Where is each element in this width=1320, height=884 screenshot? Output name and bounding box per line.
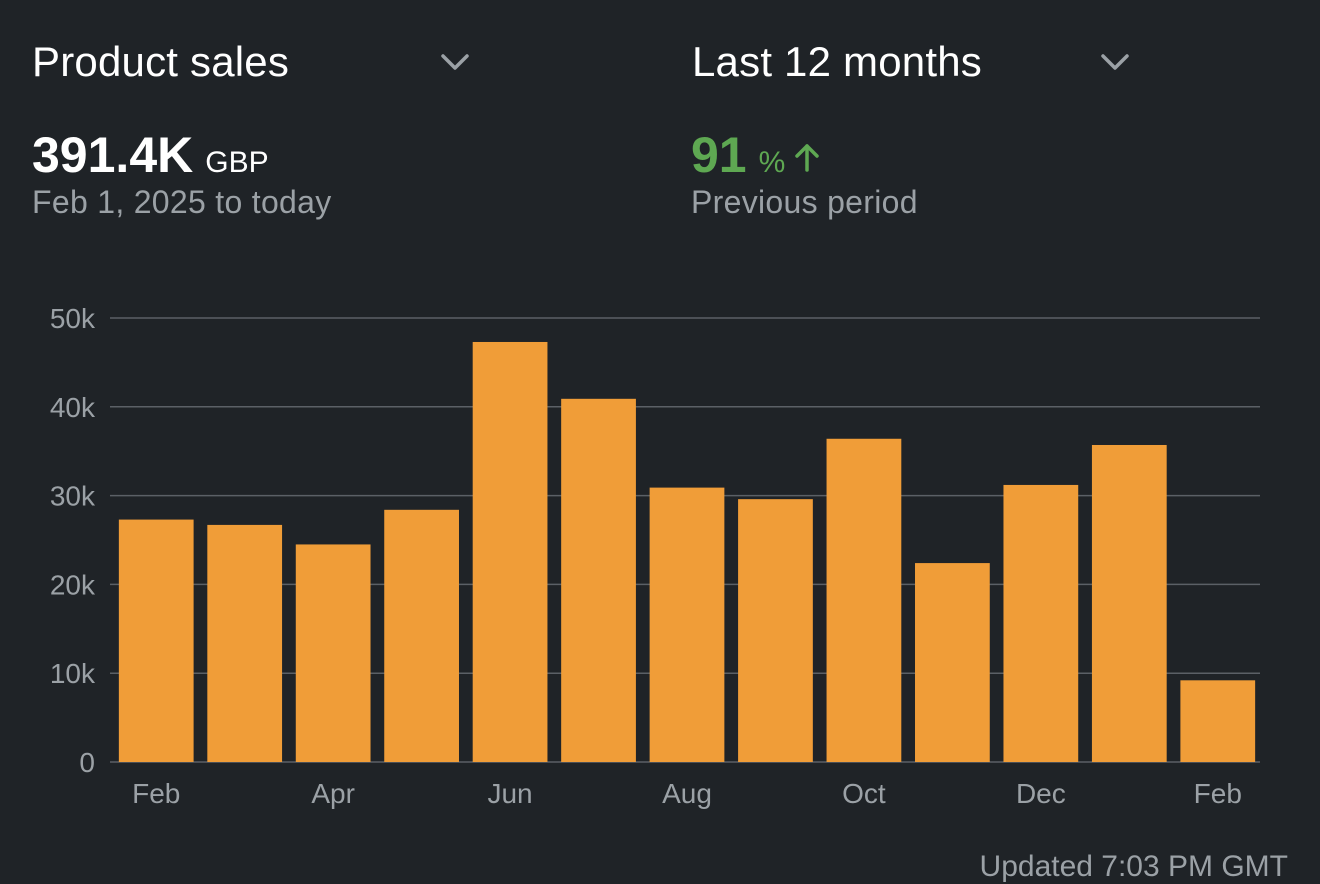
change-value: 91 — [691, 127, 747, 183]
chevron-down-icon[interactable] — [1098, 45, 1132, 79]
metric-selector-label: Product sales — [32, 38, 290, 85]
total-sales-value: 391.4K — [32, 127, 194, 183]
bar-jun-4[interactable] — [472, 341, 548, 762]
x-tick-label: Aug — [662, 778, 712, 809]
chevron-down-icon[interactable] — [438, 45, 472, 79]
currency-unit: GBP — [205, 146, 269, 179]
x-tick-label: Apr — [311, 778, 355, 809]
y-tick-label: 0 — [79, 747, 95, 778]
bar-feb-12[interactable] — [1180, 680, 1256, 762]
bar-dec-10[interactable] — [1003, 484, 1079, 762]
y-tick-label: 20k — [50, 569, 96, 600]
sales-bar-chart: 0 10k 20k 30k 40k 50k Feb Apr Jun Aug Oct Dec Feb — [50, 303, 1260, 809]
previous-period-label: Previous period — [691, 184, 918, 220]
x-tick-label: Jun — [487, 778, 532, 809]
arrow-up-icon — [795, 144, 820, 172]
total-sales-kpi: 391.4K GBP — [32, 126, 269, 184]
change-percent-sign: % — [758, 146, 786, 179]
bar-nov-9[interactable] — [915, 563, 990, 762]
y-tick-label: 10k — [50, 658, 96, 689]
date-range-text: Feb 1, 2025 to today — [32, 184, 332, 220]
bar-apr-2[interactable] — [295, 544, 371, 762]
updated-timestamp: Updated 7:03 PM GMT — [979, 850, 1288, 883]
metric-selector[interactable]: Product sales — [32, 36, 472, 88]
x-tick-label: Dec — [1016, 778, 1066, 809]
x-tick-label: Oct — [842, 778, 886, 809]
y-tick-label: 50k — [50, 303, 96, 334]
bar-jan-11[interactable] — [1091, 444, 1167, 762]
bar-may-3[interactable] — [384, 509, 459, 762]
bar-mar-1[interactable] — [207, 524, 283, 762]
y-tick-label: 30k — [50, 481, 96, 512]
bar-aug-6[interactable] — [649, 487, 725, 762]
period-selector[interactable]: Last 12 months — [692, 36, 1132, 88]
change-kpi: 91 % — [691, 126, 823, 184]
x-tick-label: Feb — [132, 778, 180, 809]
period-selector-label: Last 12 months — [692, 38, 982, 85]
x-tick-label: Feb — [1194, 778, 1242, 809]
bar-sep-7[interactable] — [738, 499, 813, 762]
bar-oct-8[interactable] — [826, 438, 902, 762]
y-tick-label: 40k — [50, 392, 96, 423]
bar-jul-5[interactable] — [561, 398, 636, 762]
bar-feb-0[interactable] — [118, 519, 194, 762]
